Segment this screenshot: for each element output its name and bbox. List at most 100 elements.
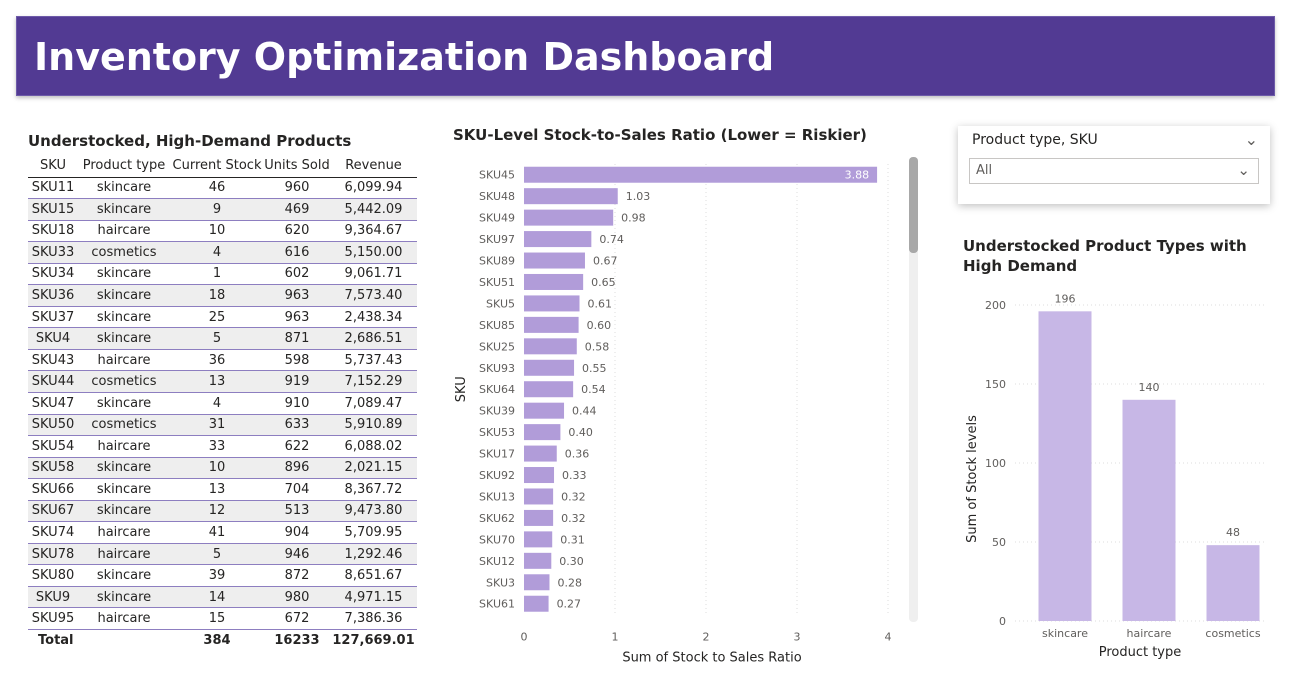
bar[interactable] [524,531,553,548]
cell-units-sold: 960 [264,177,330,200]
bar[interactable] [524,338,577,355]
table-row[interactable]: SKU95 haircare 15 672 7,386.36 [28,607,417,630]
table-row[interactable]: SKU74 haircare 41 904 5,709.95 [28,521,417,544]
column[interactable] [1038,311,1092,621]
table-row[interactable]: SKU47 skincare 4 910 7,089.47 [28,392,417,415]
table-row[interactable]: SKU37 skincare 25 963 2,438.34 [28,306,417,329]
column-header-sku[interactable]: SKU [40,158,66,174]
data-label: 0.61 [588,297,613,310]
bar[interactable] [524,445,557,462]
y-tick-label: 100 [985,457,1006,470]
cell-product-type: skincare [78,564,170,587]
bar[interactable] [524,359,575,376]
y-category-label: SKU64 [479,383,515,396]
cell-current-stock: 5 [170,327,264,350]
cell-product-type: skincare [78,392,170,415]
bar[interactable] [524,166,878,183]
table-row[interactable]: SKU9 skincare 14 980 4,971.15 [28,586,417,609]
bar[interactable] [524,188,618,205]
x-axis-title: Product type [1099,645,1182,660]
bar[interactable] [524,273,584,290]
scrollbar-thumb[interactable] [909,157,918,253]
data-label: 3.88 [845,169,870,182]
column-header-units-sold[interactable]: Units Sold [264,158,330,174]
cell-units-sold: 910 [264,392,330,415]
cell-sku: SKU11 [28,177,78,200]
cell-sku: SKU18 [28,220,78,243]
cell-product-type: cosmetics [78,414,170,437]
y-category-label: SKU39 [479,405,515,418]
cell-current-stock: 10 [170,457,264,480]
table-row[interactable]: SKU4 skincare 5 871 2,686.51 [28,327,417,350]
bar[interactable] [524,574,550,591]
bar[interactable] [524,381,574,398]
bar[interactable] [524,209,614,226]
table-row[interactable]: SKU50 cosmetics 31 633 5,910.89 [28,414,417,437]
bar[interactable] [524,467,555,484]
bar[interactable] [524,424,561,441]
product-sku-slicer: Product type, SKU ⌄ All ⌄ [958,126,1270,204]
slicer-dropdown[interactable]: All ⌄ [969,158,1259,184]
cell-revenue: 2,438.34 [330,306,417,329]
cell-product-type: haircare [78,521,170,544]
table-row[interactable]: SKU78 haircare 5 946 1,292.46 [28,543,417,566]
slicer-label: Product type, SKU [972,132,1098,148]
column-header-product-type[interactable]: Product type [82,158,166,174]
y-category-label: SKU61 [479,598,515,611]
column[interactable] [1122,399,1176,621]
bar[interactable] [524,509,554,526]
chart-scrollbar[interactable] [909,157,918,622]
cell-sku: SKU34 [28,263,78,286]
bar[interactable] [524,552,552,569]
table-row[interactable]: SKU58 skincare 10 896 2,021.15 [28,457,417,480]
cell-sku: SKU95 [28,607,78,630]
stock-to-sales-bar-chart: 0 1 2 3 4 SKU45 3.88 SKU48 1.03 SKU49 0.98 SKU97 0.7… [454,164,892,665]
cell-revenue: 5,442.09 [330,198,417,221]
cell-current-stock: 10 [170,220,264,243]
y-category-label: SKU93 [479,362,515,375]
y-axis-title: SKU [454,376,469,402]
bar[interactable] [524,402,565,419]
table-row[interactable]: SKU18 haircare 10 620 9,364.67 [28,220,417,243]
bar[interactable] [524,252,585,269]
cell-current-stock: 33 [170,435,264,458]
table-row[interactable]: SKU15 skincare 9 469 5,442.09 [28,198,417,221]
table-row[interactable]: SKU36 skincare 18 963 7,573.40 [28,284,417,307]
bar[interactable] [524,488,554,505]
cell-revenue: 6,099.94 [330,177,417,200]
table-row[interactable]: SKU67 skincare 12 513 9,473.80 [28,500,417,523]
table-row[interactable]: SKU44 cosmetics 13 919 7,152.29 [28,370,417,393]
table-row[interactable]: SKU54 haircare 33 622 6,088.02 [28,435,417,458]
y-tick-label: 150 [985,378,1006,391]
data-label: 0.55 [582,362,607,375]
y-category-label: SKU12 [479,555,515,568]
bar[interactable] [524,595,549,612]
cell-units-sold: 963 [264,306,330,329]
data-label: 0.28 [557,576,582,589]
bar[interactable] [524,316,579,333]
column-header-current-stock[interactable]: Current Stock [172,158,262,174]
cell-units-sold: 872 [264,564,330,587]
cell-revenue: 5,150.00 [330,241,417,264]
chevron-down-icon[interactable]: ⌄ [1237,161,1250,179]
chevron-down-icon[interactable]: ⌄ [1244,130,1258,149]
cell-product-type: haircare [78,607,170,630]
slicer-selected-value: All [976,163,993,178]
bar[interactable] [524,231,592,248]
cell-revenue: 4,971.15 [330,586,417,609]
cell-revenue: 7,152.29 [330,370,417,393]
cell-current-stock: 4 [170,392,264,415]
table-row[interactable]: SKU66 skincare 13 704 8,367.72 [28,478,417,501]
table-row[interactable]: SKU34 skincare 1 602 9,061.71 [28,263,417,286]
bar[interactable] [524,295,580,312]
table-row[interactable]: SKU43 haircare 36 598 5,737.43 [28,349,417,372]
table-row[interactable]: SKU80 skincare 39 872 8,651.67 [28,564,417,587]
column-header-revenue[interactable]: Revenue [345,158,402,174]
cell-current-stock: 13 [170,370,264,393]
cell-sku: SKU58 [28,457,78,480]
product-type-column-chart: 0 50 100 150 200 196 skincare 140 haircare 48 cosm… [965,292,1267,660]
column[interactable] [1206,545,1260,621]
cell-units-sold: 704 [264,478,330,501]
table-row[interactable]: SKU11 skincare 46 960 6,099.94 [28,177,417,200]
table-row[interactable]: SKU33 cosmetics 4 616 5,150.00 [28,241,417,264]
